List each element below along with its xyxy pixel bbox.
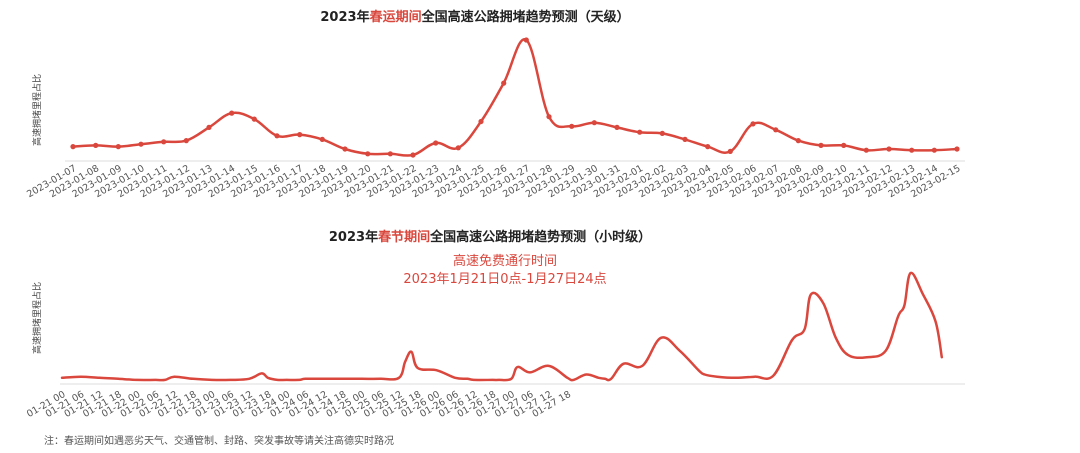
daily-chart-ylabel: 高速拥堵里程占比: [31, 74, 43, 146]
daily-x-ticks: 2023-01-072023-01-082023-01-092023-01-10…: [25, 163, 962, 200]
daily-point: [138, 141, 144, 147]
daily-point: [229, 110, 235, 116]
daily-point: [863, 147, 869, 153]
daily-point: [705, 144, 711, 150]
daily-point: [410, 152, 416, 158]
daily-point: [319, 136, 325, 142]
daily-point: [637, 129, 643, 135]
daily-point: [682, 136, 688, 142]
daily-point: [954, 146, 960, 152]
daily-point: [841, 142, 847, 148]
daily-point: [569, 123, 575, 129]
daily-point: [161, 139, 167, 145]
daily-point: [727, 148, 733, 154]
daily-point: [523, 37, 529, 43]
daily-point: [773, 127, 779, 133]
daily-point: [614, 124, 620, 130]
daily-point: [795, 138, 801, 144]
daily-point: [591, 120, 597, 126]
daily-point: [274, 133, 280, 139]
hourly-chart-ylabel: 高速拥堵里程占比: [31, 282, 43, 354]
daily-point: [546, 114, 552, 120]
daily-point: [115, 144, 121, 150]
daily-point: [206, 124, 212, 130]
daily-point: [886, 146, 892, 152]
footnote: 注：春运期间如遇恶劣天气、交通管制、封路、突发事故等请关注高德实时路况: [44, 434, 394, 447]
free-toll-annotation-line1: 高速免费通行时间: [453, 253, 557, 269]
free-toll-annotation-line2: 2023年1月21日0点-1月27日24点: [403, 272, 606, 287]
daily-point: [387, 151, 393, 157]
daily-point: [183, 138, 189, 144]
daily-point: [818, 142, 824, 148]
daily-point: [70, 144, 76, 150]
daily-point: [93, 142, 99, 148]
daily-point: [433, 140, 439, 146]
daily-chart: 2023年春运期间全国高速公路拥堵趋势预测（天级） 高速拥堵里程占比 2023-…: [25, 9, 965, 200]
daily-point: [342, 146, 348, 152]
daily-chart-title: 2023年春运期间全国高速公路拥堵趋势预测（天级）: [320, 9, 629, 25]
daily-point: [365, 151, 371, 157]
daily-point: [297, 132, 303, 138]
daily-point: [909, 147, 915, 153]
hourly-chart-title: 2023年春节期间全国高速公路拥堵趋势预测（小时级）: [329, 229, 651, 245]
daily-point: [251, 116, 257, 122]
daily-series-line: [71, 38, 959, 157]
hourly-series-line: [60, 271, 944, 382]
daily-point: [501, 80, 507, 86]
daily-point: [455, 145, 461, 151]
daily-point: [659, 130, 665, 136]
hourly-chart: 2023年春节期间全国高速公路拥堵趋势预测（小时级） 高速免费通行时间 2023…: [25, 229, 965, 420]
daily-point: [750, 121, 756, 127]
daily-points: [70, 37, 960, 158]
daily-point: [931, 147, 937, 153]
daily-point: [478, 118, 484, 125]
